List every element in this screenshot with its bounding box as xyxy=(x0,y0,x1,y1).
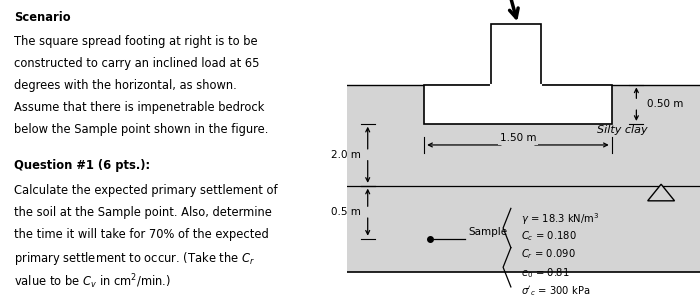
Bar xyxy=(491,24,541,85)
Text: the soil at the Sample point. Also, determine: the soil at the Sample point. Also, dete… xyxy=(14,206,272,219)
Text: Question #1 (6 pts.):: Question #1 (6 pts.): xyxy=(14,159,150,172)
Text: degrees with the horizontal, as shown.: degrees with the horizontal, as shown. xyxy=(14,79,237,92)
Text: $C_c$ = 0.180: $C_c$ = 0.180 xyxy=(522,230,578,243)
Text: Scenario: Scenario xyxy=(14,11,71,24)
Text: 2.0 m: 2.0 m xyxy=(331,150,360,160)
Text: 1.50 m: 1.50 m xyxy=(500,133,536,143)
Text: $\sigma'_c$ = 300 kPa: $\sigma'_c$ = 300 kPa xyxy=(522,284,591,298)
Polygon shape xyxy=(648,184,675,201)
Bar xyxy=(346,85,700,272)
Text: Silty clay: Silty clay xyxy=(597,125,648,135)
Text: $C_r$ = 0.090: $C_r$ = 0.090 xyxy=(522,248,576,262)
Text: constructed to carry an inclined load at 65: constructed to carry an inclined load at… xyxy=(14,57,260,70)
Text: below the Sample point shown in the figure.: below the Sample point shown in the figu… xyxy=(14,123,268,136)
Text: Sample: Sample xyxy=(468,227,508,237)
Text: primary settlement to occur. (Take the $C_r$: primary settlement to occur. (Take the $… xyxy=(14,250,255,267)
Text: the time it will take for 70% of the expected: the time it will take for 70% of the exp… xyxy=(14,228,269,241)
Bar xyxy=(424,85,612,124)
Text: The square spread footing at right is to be: The square spread footing at right is to… xyxy=(14,35,258,48)
Text: $e_0$ = 0.81: $e_0$ = 0.81 xyxy=(522,266,570,280)
Text: 0.50 m: 0.50 m xyxy=(647,99,683,109)
Text: $\gamma$ = 18.3 kN/m$^3$: $\gamma$ = 18.3 kN/m$^3$ xyxy=(522,211,600,227)
Text: Assume that there is impenetrable bedrock: Assume that there is impenetrable bedroc… xyxy=(14,101,264,114)
Text: value to be $C_v$ in cm$^2$/min.): value to be $C_v$ in cm$^2$/min.) xyxy=(14,272,171,291)
Text: 0.5 m: 0.5 m xyxy=(331,207,360,217)
Text: Calculate the expected primary settlement of: Calculate the expected primary settlemen… xyxy=(14,184,277,197)
